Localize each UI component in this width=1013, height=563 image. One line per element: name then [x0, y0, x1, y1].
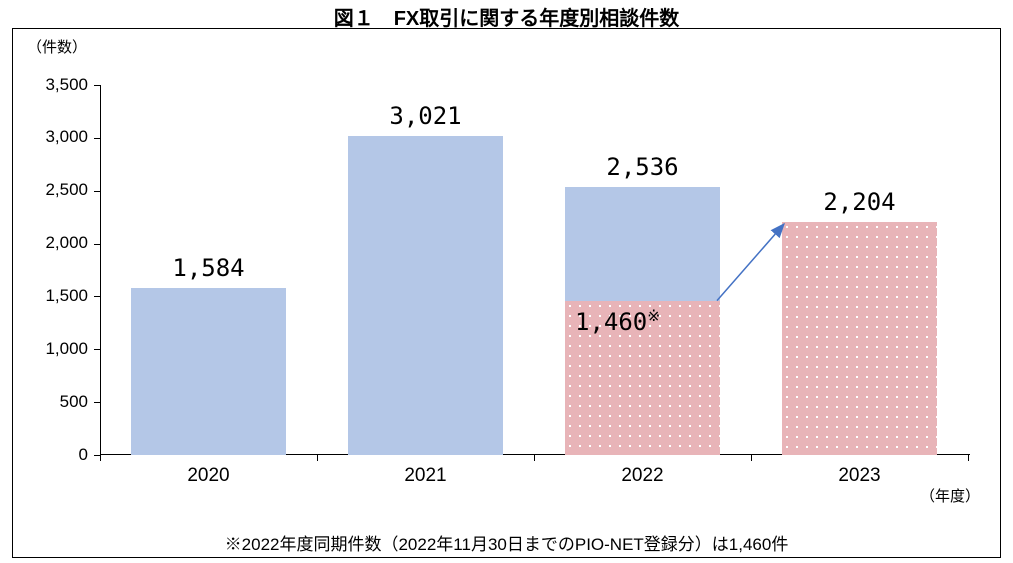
bar-segment	[131, 288, 286, 455]
y-tick-label: 3,000	[18, 127, 88, 147]
bar-value-label: 2,536	[545, 153, 740, 181]
y-tick-mark	[94, 349, 100, 350]
x-tick-mark	[100, 455, 101, 461]
bar-inner-label: 1,460※	[555, 307, 750, 336]
y-tick-mark	[94, 138, 100, 139]
plot-area: 05001,0001,5002,0002,5003,0003,5001,5842…	[100, 85, 970, 455]
bar-value-label: 2,204	[762, 188, 957, 216]
chart-container: 図１ FX取引に関する年度別相談件数 （件数） 05001,0001,5002,…	[0, 0, 1013, 563]
chart-footnote: ※2022年度同期件数（2022年11月30日までのPIO-NET登録分）は1,…	[0, 530, 1013, 555]
x-tick-mark	[968, 455, 969, 461]
x-tick-label: 2023	[751, 465, 968, 487]
y-tick-mark	[94, 191, 100, 192]
y-tick-label: 0	[18, 445, 88, 465]
x-tick-label: 2020	[100, 465, 317, 487]
bar-segment	[348, 136, 503, 455]
y-tick-label: 500	[18, 392, 88, 412]
y-tick-label: 2,500	[18, 180, 88, 200]
y-tick-mark	[94, 85, 100, 86]
y-tick-label: 3,500	[18, 75, 88, 95]
y-tick-mark	[94, 244, 100, 245]
x-tick-mark	[317, 455, 318, 461]
y-axis-line	[100, 85, 101, 455]
y-tick-mark	[94, 296, 100, 297]
y-axis-label: （件数）	[27, 36, 87, 57]
y-tick-label: 2,000	[18, 233, 88, 253]
x-tick-mark	[534, 455, 535, 461]
x-tick-label: 2022	[534, 465, 751, 487]
bar-segment	[565, 187, 720, 301]
x-tick-label: 2021	[317, 465, 534, 487]
y-tick-label: 1,000	[18, 339, 88, 359]
bar-value-label: 3,021	[328, 102, 523, 130]
y-tick-mark	[94, 402, 100, 403]
y-tick-label: 1,500	[18, 286, 88, 306]
x-axis-label: （年度）	[920, 485, 980, 506]
bar-value-label: 1,584	[111, 254, 306, 282]
chart-title: 図１ FX取引に関する年度別相談件数	[0, 2, 1013, 31]
x-tick-mark	[751, 455, 752, 461]
bar-segment	[782, 222, 937, 455]
